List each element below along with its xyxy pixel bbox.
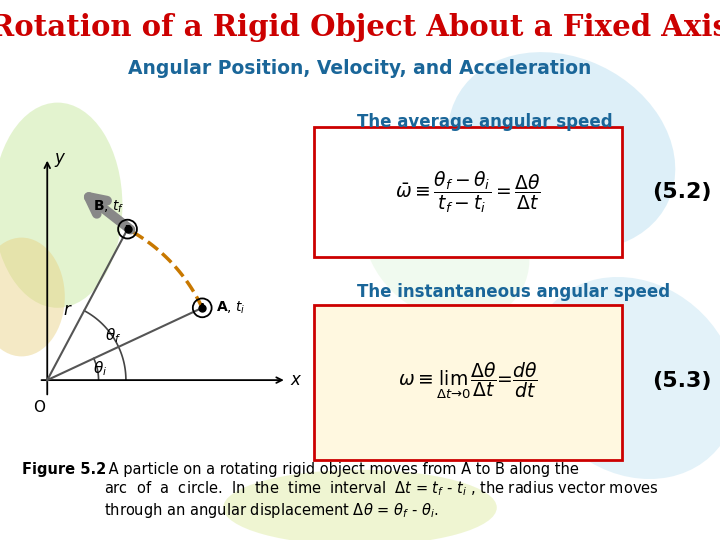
Text: B: B: [124, 225, 131, 234]
Text: $\mathbf{B}$, $t_f$: $\mathbf{B}$, $t_f$: [94, 199, 125, 215]
Ellipse shape: [448, 52, 675, 250]
Text: $\bar{\omega} \equiv \dfrac{\theta_f - \theta_i}{t_f - t_i} = \dfrac{\Delta\thet: $\bar{\omega} \equiv \dfrac{\theta_f - \…: [395, 170, 541, 215]
Text: A: A: [199, 303, 206, 312]
FancyBboxPatch shape: [314, 305, 623, 461]
Text: The instantaneous angular speed: The instantaneous angular speed: [357, 283, 670, 301]
Text: $\theta_i$: $\theta_i$: [94, 359, 108, 378]
Text: (5.3): (5.3): [652, 371, 711, 391]
Text: y: y: [54, 149, 64, 167]
Text: Angular Position, Velocity, and Acceleration: Angular Position, Velocity, and Accelera…: [128, 59, 592, 78]
Text: r: r: [64, 301, 71, 319]
Ellipse shape: [0, 238, 65, 356]
Text: $\mathbf{A}$, $t_i$: $\mathbf{A}$, $t_i$: [216, 300, 246, 316]
Text: $\omega \equiv \lim_{\Delta t \to 0} \dfrac{\Delta\theta}{\Delta t} = \dfrac{d\t: $\omega \equiv \lim_{\Delta t \to 0} \df…: [398, 361, 538, 401]
Text: Rotation of a Rigid Object About a Fixed Axis: Rotation of a Rigid Object About a Fixed…: [0, 14, 720, 43]
FancyBboxPatch shape: [314, 127, 623, 257]
Ellipse shape: [223, 470, 497, 540]
Text: O: O: [32, 400, 45, 415]
Text: A particle on a rotating rigid object moves from A to B along the
arc  of  a  ci: A particle on a rotating rigid object mo…: [104, 462, 659, 520]
Ellipse shape: [0, 103, 122, 308]
Text: $\theta_f$: $\theta_f$: [105, 327, 122, 346]
Text: (5.2): (5.2): [652, 182, 711, 202]
Ellipse shape: [530, 277, 720, 479]
Text: Figure 5.2: Figure 5.2: [22, 462, 106, 477]
Text: x: x: [290, 371, 300, 389]
Ellipse shape: [364, 164, 529, 322]
Text: The average angular speed: The average angular speed: [357, 113, 613, 131]
